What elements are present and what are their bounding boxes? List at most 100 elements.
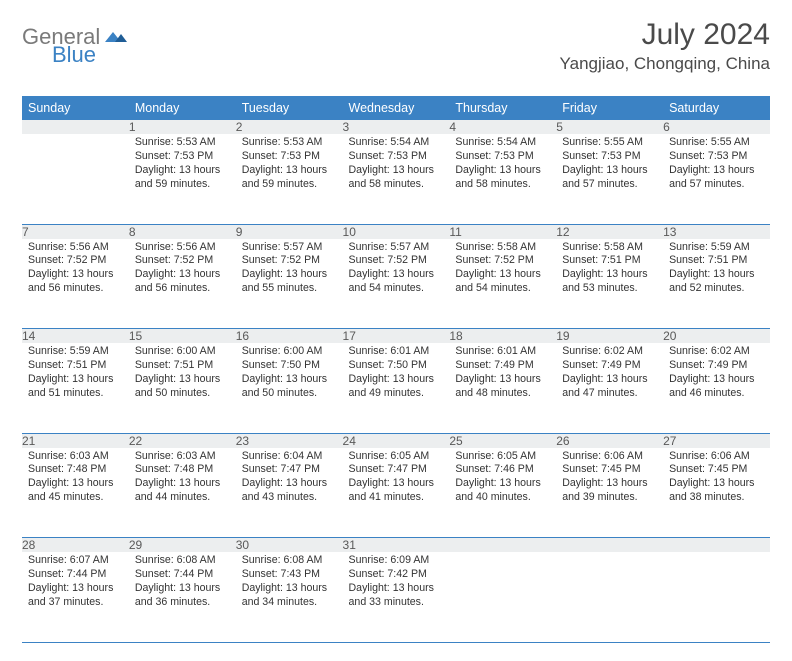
sunrise-line: Sunrise: 5:57 AM xyxy=(242,241,337,255)
sunrise-line: Sunrise: 6:08 AM xyxy=(135,554,230,568)
day-number: 10 xyxy=(343,224,450,239)
month-title: July 2024 xyxy=(560,18,770,52)
sunrise-line: Sunrise: 6:07 AM xyxy=(28,554,123,568)
day-header: Tuesday xyxy=(236,96,343,120)
daylight-line: Daylight: 13 hours and 55 minutes. xyxy=(242,268,337,296)
daylight-line: Daylight: 13 hours and 39 minutes. xyxy=(562,477,657,505)
day-number xyxy=(663,538,770,553)
day-cell: Sunrise: 6:05 AMSunset: 7:46 PMDaylight:… xyxy=(449,448,556,538)
daylight-line: Daylight: 13 hours and 40 minutes. xyxy=(455,477,550,505)
sunrise-line: Sunrise: 6:00 AM xyxy=(135,345,230,359)
daylight-line: Daylight: 13 hours and 41 minutes. xyxy=(349,477,444,505)
daylight-line: Daylight: 13 hours and 33 minutes. xyxy=(349,582,444,610)
sunset-line: Sunset: 7:52 PM xyxy=(28,254,123,268)
day-number: 2 xyxy=(236,120,343,134)
sunrise-line: Sunrise: 5:56 AM xyxy=(135,241,230,255)
day-cell xyxy=(22,134,129,224)
sunrise-line: Sunrise: 5:59 AM xyxy=(28,345,123,359)
daylight-line: Daylight: 13 hours and 57 minutes. xyxy=(669,164,764,192)
sunset-line: Sunset: 7:50 PM xyxy=(242,359,337,373)
day-cell-body: Sunrise: 5:53 AMSunset: 7:53 PMDaylight:… xyxy=(129,134,236,196)
day-cell: Sunrise: 6:00 AMSunset: 7:51 PMDaylight:… xyxy=(129,343,236,433)
day-cell: Sunrise: 6:09 AMSunset: 7:42 PMDaylight:… xyxy=(343,552,450,642)
sunrise-line: Sunrise: 5:55 AM xyxy=(562,136,657,150)
day-header: Wednesday xyxy=(343,96,450,120)
sunrise-line: Sunrise: 6:08 AM xyxy=(242,554,337,568)
sunset-line: Sunset: 7:47 PM xyxy=(349,463,444,477)
daylight-line: Daylight: 13 hours and 56 minutes. xyxy=(135,268,230,296)
day-cell-body: Sunrise: 6:08 AMSunset: 7:43 PMDaylight:… xyxy=(236,552,343,614)
sunset-line: Sunset: 7:53 PM xyxy=(135,150,230,164)
sunset-line: Sunset: 7:49 PM xyxy=(562,359,657,373)
day-cell: Sunrise: 6:02 AMSunset: 7:49 PMDaylight:… xyxy=(663,343,770,433)
day-number: 21 xyxy=(22,433,129,448)
sunrise-line: Sunrise: 6:06 AM xyxy=(562,450,657,464)
sunrise-line: Sunrise: 6:00 AM xyxy=(242,345,337,359)
day-cell: Sunrise: 6:01 AMSunset: 7:50 PMDaylight:… xyxy=(343,343,450,433)
sunrise-line: Sunrise: 6:09 AM xyxy=(349,554,444,568)
day-number: 28 xyxy=(22,538,129,553)
day-cell-body: Sunrise: 5:59 AMSunset: 7:51 PMDaylight:… xyxy=(663,239,770,301)
sunset-line: Sunset: 7:48 PM xyxy=(135,463,230,477)
sunrise-line: Sunrise: 5:53 AM xyxy=(242,136,337,150)
day-cell: Sunrise: 6:08 AMSunset: 7:44 PMDaylight:… xyxy=(129,552,236,642)
header: General July 2024 Yangjiao, Chongqing, C… xyxy=(22,18,770,74)
day-cell: Sunrise: 6:03 AMSunset: 7:48 PMDaylight:… xyxy=(22,448,129,538)
day-cell-body: Sunrise: 5:54 AMSunset: 7:53 PMDaylight:… xyxy=(449,134,556,196)
day-number: 27 xyxy=(663,433,770,448)
sunset-line: Sunset: 7:53 PM xyxy=(349,150,444,164)
day-cell: Sunrise: 5:55 AMSunset: 7:53 PMDaylight:… xyxy=(663,134,770,224)
daylight-line: Daylight: 13 hours and 54 minutes. xyxy=(349,268,444,296)
daylight-line: Daylight: 13 hours and 38 minutes. xyxy=(669,477,764,505)
day-header: Sunday xyxy=(22,96,129,120)
sunset-line: Sunset: 7:51 PM xyxy=(562,254,657,268)
sunset-line: Sunset: 7:44 PM xyxy=(135,568,230,582)
title-block: July 2024 Yangjiao, Chongqing, China xyxy=(560,18,770,74)
day-number: 11 xyxy=(449,224,556,239)
sunset-line: Sunset: 7:45 PM xyxy=(669,463,764,477)
sunrise-line: Sunrise: 5:54 AM xyxy=(455,136,550,150)
daylight-line: Daylight: 13 hours and 52 minutes. xyxy=(669,268,764,296)
day-cell-body: Sunrise: 5:58 AMSunset: 7:51 PMDaylight:… xyxy=(556,239,663,301)
day-cell-body: Sunrise: 6:03 AMSunset: 7:48 PMDaylight:… xyxy=(22,448,129,510)
sunset-line: Sunset: 7:46 PM xyxy=(455,463,550,477)
daylight-line: Daylight: 13 hours and 51 minutes. xyxy=(28,373,123,401)
day-cell: Sunrise: 5:54 AMSunset: 7:53 PMDaylight:… xyxy=(343,134,450,224)
sunrise-line: Sunrise: 5:54 AM xyxy=(349,136,444,150)
day-cell: Sunrise: 6:02 AMSunset: 7:49 PMDaylight:… xyxy=(556,343,663,433)
day-cell-body: Sunrise: 6:02 AMSunset: 7:49 PMDaylight:… xyxy=(556,343,663,405)
day-number: 8 xyxy=(129,224,236,239)
week-content-row: Sunrise: 6:07 AM Sunset: 7:44 PM Daylight:… xyxy=(22,552,770,642)
day-cell-body: Sunrise: 6:01 AMSunset: 7:50 PMDaylight:… xyxy=(343,343,450,405)
day-cell-body: Sunrise: 6:05 AMSunset: 7:46 PMDaylight:… xyxy=(449,448,556,510)
sunrise-line: Sunrise: 6:01 AM xyxy=(455,345,550,359)
daylight-line: Daylight: 13 hours and 58 minutes. xyxy=(455,164,550,192)
day-number: 18 xyxy=(449,329,556,344)
day-header: Thursday xyxy=(449,96,556,120)
day-number: 31 xyxy=(343,538,450,553)
sunrise-line: Sunrise: 5:55 AM xyxy=(669,136,764,150)
day-cell: Sunrise: 5:53 AMSunset: 7:53 PMDaylight:… xyxy=(236,134,343,224)
daylight-line: Daylight: 13 hours and 53 minutes. xyxy=(562,268,657,296)
sunrise-line: Sunrise: 6:02 AM xyxy=(562,345,657,359)
daylight-line: Daylight: 13 hours and 46 minutes. xyxy=(669,373,764,401)
sunset-line: Sunset: 7:47 PM xyxy=(242,463,337,477)
sunrise-line: Sunrise: 5:58 AM xyxy=(455,241,550,255)
day-cell: Sunrise: 6:06 AMSunset: 7:45 PMDaylight:… xyxy=(663,448,770,538)
day-cell: Sunrise: 5:55 AMSunset: 7:53 PMDaylight:… xyxy=(556,134,663,224)
sunset-line: Sunset: 7:52 PM xyxy=(455,254,550,268)
day-cell: Sunrise: 6:01 AMSunset: 7:49 PMDaylight:… xyxy=(449,343,556,433)
day-number: 14 xyxy=(22,329,129,344)
day-number: 3 xyxy=(343,120,450,134)
sunset-line: Sunset: 7:50 PM xyxy=(349,359,444,373)
sunset-line: Sunset: 7:53 PM xyxy=(562,150,657,164)
daylight-line: Daylight: 13 hours and 59 minutes. xyxy=(135,164,230,192)
day-cell-body: Sunrise: 5:56 AMSunset: 7:52 PMDaylight:… xyxy=(22,239,129,301)
sunset-line: Sunset: 7:51 PM xyxy=(28,359,123,373)
day-cell-body: Sunrise: 5:56 AMSunset: 7:52 PMDaylight:… xyxy=(129,239,236,301)
day-cell xyxy=(449,552,556,642)
sunset-line: Sunset: 7:51 PM xyxy=(135,359,230,373)
daylight-line: Daylight: 13 hours and 45 minutes. xyxy=(28,477,123,505)
day-cell: Sunrise: 6:08 AMSunset: 7:43 PMDaylight:… xyxy=(236,552,343,642)
day-cell-body: Sunrise: 6:03 AMSunset: 7:48 PMDaylight:… xyxy=(129,448,236,510)
